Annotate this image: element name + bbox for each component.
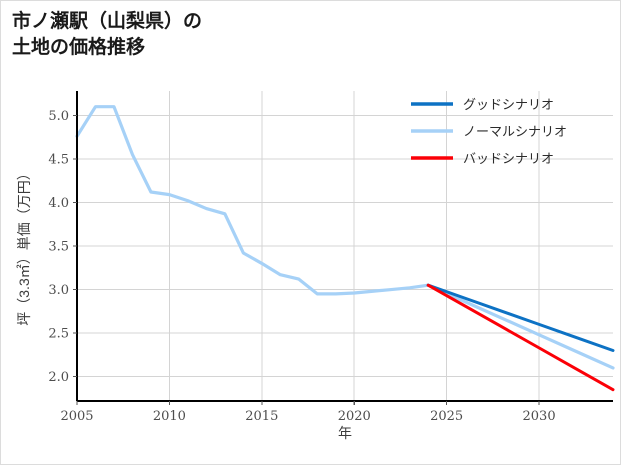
series-line-バッドシナリオ bbox=[426, 283, 615, 392]
y-tick-label: 2.0 bbox=[48, 370, 69, 385]
x-tick-label: 2020 bbox=[338, 409, 371, 424]
legend-label-normal: ノーマルシナリオ bbox=[463, 124, 567, 139]
y-tick-label: 2.5 bbox=[48, 327, 69, 342]
legend-label-bad: バッドシナリオ bbox=[463, 151, 554, 166]
legend-label-good: グッドシナリオ bbox=[463, 97, 554, 112]
x-tick-label: 2030 bbox=[523, 409, 556, 424]
axis-titles: 年 坪（3.3㎡）単価（万円） bbox=[16, 166, 352, 441]
y-axis-label: 坪（3.3㎡）単価（万円） bbox=[16, 166, 32, 325]
x-tick-label: 2005 bbox=[60, 409, 93, 424]
series-line-ノーマルシナリオ bbox=[75, 105, 615, 370]
x-axis-label: 年 bbox=[338, 425, 352, 441]
y-tick-label: 4.0 bbox=[48, 196, 69, 211]
page-title: 市ノ瀬駅（山梨県）の 土地の価格推移 bbox=[12, 11, 203, 58]
x-tick-label: 2010 bbox=[153, 409, 186, 424]
x-tick-label: 2025 bbox=[430, 409, 463, 424]
y-tick-label: 3.0 bbox=[48, 283, 69, 298]
series-lines bbox=[75, 105, 615, 392]
x-axis-ticks: 2005 2010 2015 2020 2025 2030 bbox=[60, 401, 556, 424]
x-tick-label: 2015 bbox=[245, 409, 278, 424]
series-line-グッドシナリオ bbox=[426, 283, 615, 352]
y-axis-ticks: 2.0 2.5 3.0 3.5 4.0 4.5 5.0 bbox=[48, 109, 77, 385]
y-tick-label: 4.5 bbox=[48, 152, 69, 167]
y-tick-label: 5.0 bbox=[48, 109, 69, 124]
y-gridlines bbox=[77, 114, 613, 378]
y-tick-label: 3.5 bbox=[48, 240, 69, 255]
